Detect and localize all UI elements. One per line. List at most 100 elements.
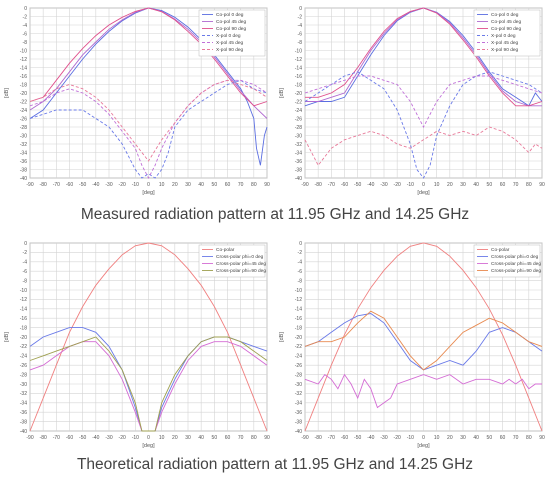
x-tick-label: -50 xyxy=(354,435,361,441)
chart-measured-11-95ghz: -90 -80 -70 -60 -50 -40 -30 -20 -10 0 10 20 30 40 50 60… xyxy=(0,0,275,200)
y-tick-label: -16 xyxy=(295,74,302,80)
series-line xyxy=(304,126,543,167)
legend-label: X-pol 45 deg xyxy=(491,40,519,46)
y-tick-label: -6 xyxy=(298,31,303,37)
y-tick-label: -8 xyxy=(298,278,303,284)
x-tick-label: -70 xyxy=(328,182,335,188)
legend-label: X-pol 0 deg xyxy=(216,33,241,39)
y-tick-label: -34 xyxy=(20,150,27,156)
y-tick-label: -20 xyxy=(20,335,27,341)
y-tick-label: -12 xyxy=(295,297,302,303)
x-tick-label: 20 xyxy=(447,182,453,188)
y-tick-label: -32 xyxy=(295,142,302,148)
chart-svg: -90 -80 -70 -60 -50 -40 -30 -20 -10 0 10 20 30 40 50 60… xyxy=(4,6,270,196)
x-tick-label: 40 xyxy=(473,435,479,441)
y-tick-label: -2 xyxy=(23,14,28,20)
y-tick-label: -20 xyxy=(20,91,27,97)
x-tick-label: 20 xyxy=(447,435,453,441)
y-tick-label: -38 xyxy=(20,167,27,173)
x-tick-label: -20 xyxy=(394,435,401,441)
chart-theoretical-11-95ghz: -90 -80 -70 -60 -50 -40 -30 -20 -10 0 10 20 30 40 50 60… xyxy=(0,235,275,453)
y-tick-label: -40 xyxy=(295,429,302,435)
y-tick-label: -16 xyxy=(295,316,302,322)
y-axis-label: [dB] xyxy=(4,332,10,342)
x-axis-label: [deg] xyxy=(142,443,155,449)
y-tick-label: -38 xyxy=(295,167,302,173)
x-tick-label: -80 xyxy=(40,435,47,441)
x-tick-label: 70 xyxy=(238,435,244,441)
y-tick-label: -38 xyxy=(295,419,302,425)
x-tick-label: 80 xyxy=(251,435,257,441)
y-axis-label: [dB] xyxy=(4,88,10,98)
y-tick-label: -22 xyxy=(20,344,27,350)
legend-label: Co-pol 90 deg xyxy=(491,26,521,32)
y-tick-label: -36 xyxy=(20,410,27,416)
x-tick-label: -50 xyxy=(354,182,361,188)
y-tick-label: -26 xyxy=(295,116,302,122)
x-tick-label: 90 xyxy=(539,435,545,441)
legend-label: Co-pol 90 deg xyxy=(216,26,246,32)
x-tick-label: -80 xyxy=(40,182,47,188)
series-line xyxy=(304,71,543,179)
legend-label: X-pol 0 deg xyxy=(491,33,516,39)
y-tick-label: -30 xyxy=(295,133,302,139)
legend-label: Cross-polar phi=45 deg xyxy=(216,261,266,267)
x-tick-label: 80 xyxy=(526,435,532,441)
y-tick-label: -14 xyxy=(20,307,27,313)
legend-label: Co-pol 45 deg xyxy=(491,19,521,25)
y-tick-label: -6 xyxy=(23,269,28,275)
y-tick-label: -8 xyxy=(23,40,28,46)
y-tick-label: -18 xyxy=(295,82,302,88)
x-tick-label: 60 xyxy=(225,435,231,441)
y-tick-label: -26 xyxy=(20,363,27,369)
y-tick-label: -4 xyxy=(298,260,303,266)
x-tick-label: -60 xyxy=(66,182,73,188)
y-tick-label: 0 xyxy=(299,241,302,247)
y-tick-label: -2 xyxy=(23,250,28,256)
x-tick-label: -80 xyxy=(315,435,322,441)
x-tick-label: -70 xyxy=(53,182,60,188)
y-tick-label: -18 xyxy=(295,325,302,331)
y-tick-label: -6 xyxy=(23,31,28,37)
y-tick-label: -24 xyxy=(20,108,27,114)
y-tick-label: -30 xyxy=(295,382,302,388)
series-line xyxy=(305,7,543,107)
y-tick-label: -24 xyxy=(295,108,302,114)
x-tick-label: -90 xyxy=(26,435,33,441)
x-tick-label: -10 xyxy=(407,182,414,188)
legend-label: Cross-polar phi=0 deg xyxy=(216,254,264,260)
y-tick-label: -16 xyxy=(20,74,27,80)
y-tick-label: -32 xyxy=(20,142,27,148)
x-tick-label: 60 xyxy=(500,435,506,441)
x-tick-label: 60 xyxy=(500,182,506,188)
x-tick-label: -20 xyxy=(119,182,126,188)
y-tick-label: -28 xyxy=(20,372,27,378)
x-tick-label: 20 xyxy=(172,435,178,441)
y-tick-label: -2 xyxy=(298,250,303,256)
x-tick-label: -40 xyxy=(92,182,99,188)
x-tick-label: -70 xyxy=(328,435,335,441)
x-tick-label: 70 xyxy=(513,435,519,441)
x-tick-label: 60 xyxy=(225,182,231,188)
series-line xyxy=(29,79,268,179)
y-tick-label: -10 xyxy=(295,288,302,294)
y-tick-label: -28 xyxy=(295,125,302,131)
y-tick-label: -40 xyxy=(295,176,302,182)
legend-box xyxy=(198,244,266,278)
legend-label: Co-polar xyxy=(216,247,235,253)
y-tick-label: -34 xyxy=(295,401,302,407)
y-tick-label: -12 xyxy=(20,57,27,63)
y-tick-label: -34 xyxy=(295,150,302,156)
x-tick-label: -30 xyxy=(105,435,112,441)
series-line xyxy=(29,79,268,162)
y-tick-label: -18 xyxy=(20,325,27,331)
x-tick-label: -40 xyxy=(367,435,374,441)
x-tick-label: -80 xyxy=(315,182,322,188)
y-tick-label: -10 xyxy=(20,48,27,54)
series-line xyxy=(29,7,268,107)
y-tick-label: -20 xyxy=(295,91,302,97)
x-tick-label: 10 xyxy=(434,182,440,188)
legend-label: X-pol 90 deg xyxy=(216,47,244,53)
x-tick-label: -60 xyxy=(66,435,73,441)
y-tick-label: -14 xyxy=(295,307,302,313)
